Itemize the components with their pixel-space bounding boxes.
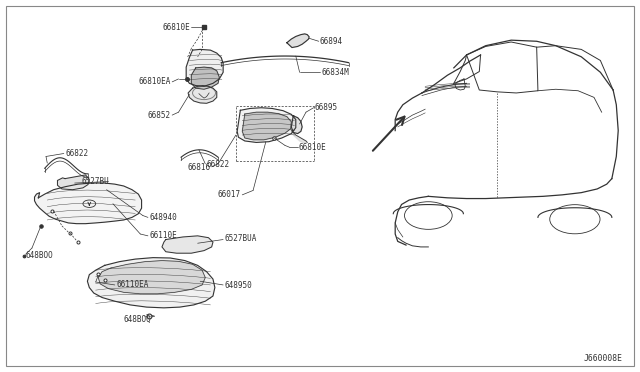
Polygon shape <box>188 86 217 103</box>
Polygon shape <box>58 175 90 190</box>
Polygon shape <box>291 131 307 143</box>
Polygon shape <box>99 260 205 294</box>
Text: 66810EA: 66810EA <box>138 77 171 86</box>
Text: 648940: 648940 <box>149 213 177 222</box>
Polygon shape <box>35 183 141 224</box>
Text: 66822: 66822 <box>65 149 88 158</box>
Text: 66894: 66894 <box>320 37 343 46</box>
Text: J660008E: J660008E <box>584 354 623 363</box>
Text: 648950: 648950 <box>225 281 252 290</box>
Polygon shape <box>287 34 309 48</box>
Text: 6527BUA: 6527BUA <box>225 234 257 243</box>
Text: 648BOO: 648BOO <box>26 251 53 260</box>
Polygon shape <box>186 49 223 86</box>
Text: 66110EA: 66110EA <box>116 280 148 289</box>
Text: 66816: 66816 <box>188 163 211 172</box>
Text: 66017: 66017 <box>218 190 241 199</box>
Polygon shape <box>243 112 291 140</box>
Text: 6527BU: 6527BU <box>82 177 109 186</box>
Text: 66810E: 66810E <box>163 23 190 32</box>
Text: 66810E: 66810E <box>299 143 327 152</box>
Polygon shape <box>291 116 302 134</box>
Polygon shape <box>191 67 220 89</box>
Polygon shape <box>162 236 213 253</box>
Polygon shape <box>237 108 296 142</box>
Text: 66834M: 66834M <box>321 68 349 77</box>
Text: 66852: 66852 <box>148 110 171 120</box>
Polygon shape <box>88 258 215 308</box>
Text: 66822: 66822 <box>207 160 230 169</box>
Text: 648BOQ: 648BOQ <box>124 315 152 324</box>
Text: 66110E: 66110E <box>149 231 177 240</box>
Text: 66895: 66895 <box>315 103 338 112</box>
